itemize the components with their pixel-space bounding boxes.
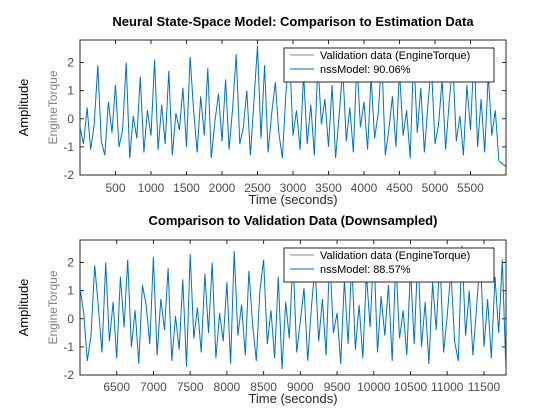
legend-entry: nssModel: 90.06%: [320, 64, 411, 76]
legend-box-2: [283, 247, 495, 283]
y-tick-label: 0: [67, 112, 74, 126]
x-tick-label: 4000: [351, 181, 378, 195]
y-tick-label: 2: [67, 56, 74, 70]
channel-label-2: EngineTorque: [46, 270, 60, 344]
x-tick-label: 3500: [315, 181, 342, 195]
channel-label-1: EngineTorque: [46, 70, 60, 144]
y-tick-label: 0: [67, 312, 74, 326]
x-tick-label: 1000: [138, 181, 165, 195]
chart-title-1: Neural State-Space Model: Comparison to …: [112, 14, 474, 29]
y-tick-label: -2: [63, 368, 74, 382]
chart-title-2: Comparison to Validation Data (Downsampl…: [149, 213, 438, 228]
legend-box-1: [283, 47, 495, 83]
x-tick-label: 3000: [280, 181, 307, 195]
y-tick-label: 1: [67, 84, 74, 98]
legend-entry: Validation data (EngineTorque): [320, 250, 470, 262]
y-tick-label: -1: [63, 340, 74, 354]
y-tick-label: 2: [67, 256, 74, 270]
y-tick-label: 1: [67, 284, 74, 298]
x-tick-label: 4500: [386, 181, 413, 195]
x-tick-label: 7000: [140, 380, 167, 394]
x-tick-label: 500: [105, 181, 125, 195]
x-tick-label: 1500: [173, 181, 200, 195]
x-tick-label: 5000: [422, 181, 449, 195]
x-tick-label: 9000: [287, 380, 314, 394]
x-tick-label: 6500: [103, 380, 130, 394]
x-tick-label: 2000: [209, 181, 236, 195]
series-line-model-1: [80, 45, 506, 167]
x-tick-label: 10500: [394, 380, 428, 394]
x-tick-label: 8500: [250, 380, 277, 394]
legend-entry: Validation data (EngineTorque): [320, 50, 470, 62]
x-axis-label-2: Time (seconds): [248, 391, 337, 406]
x-tick-label: 2500: [244, 181, 271, 195]
x-tick-label: 8000: [214, 380, 241, 394]
y-axis-label-1: Amplitude: [16, 79, 31, 137]
x-tick-label: 10000: [357, 380, 391, 394]
x-tick-label: 7500: [177, 380, 204, 394]
x-tick-label: 5500: [457, 181, 484, 195]
y-axis-label-2: Amplitude: [16, 279, 31, 337]
y-tick-label: -1: [63, 140, 74, 154]
x-tick-label: 11000: [431, 380, 464, 394]
y-tick-label: -2: [63, 168, 74, 182]
x-tick-label: 11500: [468, 380, 501, 394]
x-tick-label: 9500: [324, 380, 351, 394]
x-axis-label-1: Time (seconds): [248, 192, 337, 207]
legend-entry: nssModel: 88.57%: [320, 264, 411, 276]
